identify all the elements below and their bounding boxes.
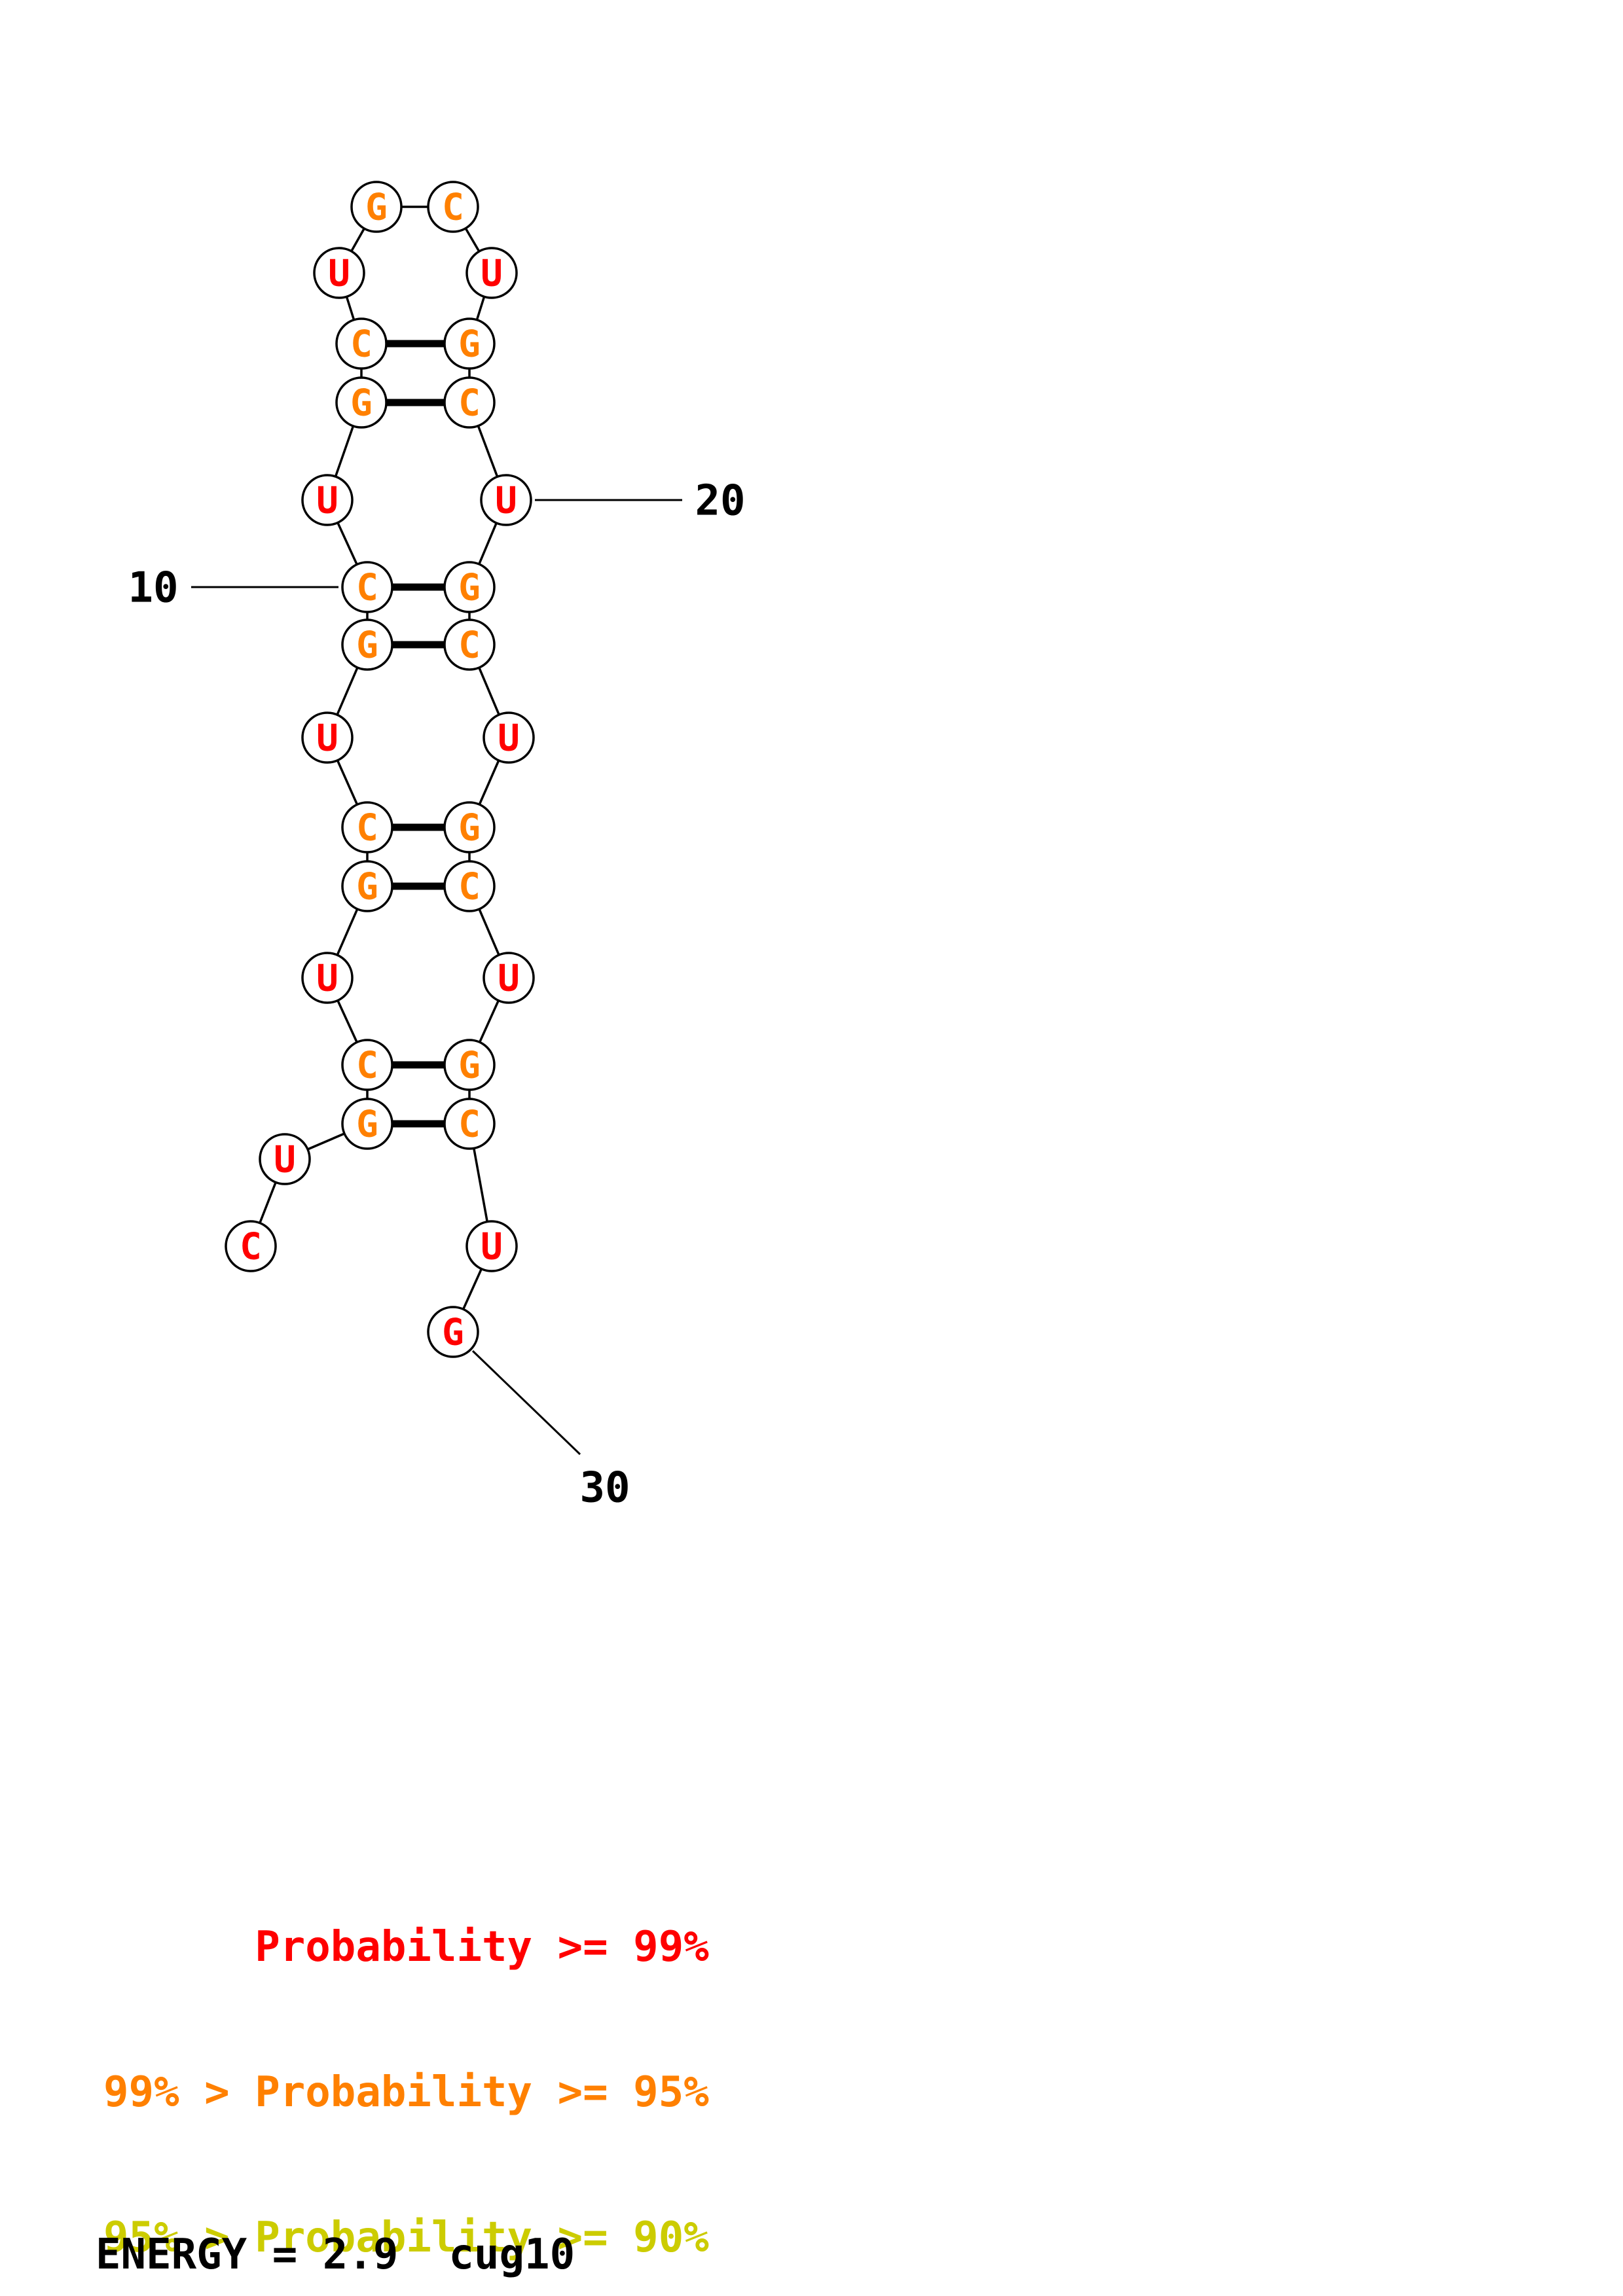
energy-text: ENERGY = 2.9 cug10: [96, 2231, 575, 2279]
nucleotide-circle: [465, 247, 518, 299]
nucleotide-circle: [465, 1220, 518, 1272]
nucleotide-circle: [335, 376, 388, 429]
nucleotide-circle: [341, 1098, 393, 1150]
nucleotide-letter: C: [240, 1226, 262, 1268]
nucleotide-circle: [443, 860, 496, 912]
nucleotide-circle: [225, 1220, 277, 1272]
nucleotide-letter: G: [350, 382, 373, 425]
nucleotide-letter: G: [356, 624, 378, 667]
nucleotide-letter: U: [498, 958, 520, 1000]
nucleotide-circle: [313, 247, 365, 299]
nucleotide-letter: U: [316, 717, 338, 760]
nucleotide-circle: [259, 1133, 311, 1185]
nucleotide-letter: G: [356, 1103, 378, 1146]
nucleotide-letter: C: [458, 624, 481, 667]
nucleotide-circle: [443, 376, 496, 429]
nucleotide-letter: U: [316, 480, 338, 522]
nucleotide-letter: G: [356, 866, 378, 908]
nucleotide-letter: U: [481, 253, 503, 295]
nucleotide-circle: [443, 1098, 496, 1150]
legend-item-p95: 99% > Probability >= 95%: [103, 2068, 709, 2117]
nucleotide-letter: G: [458, 323, 481, 366]
nucleotide-circle: [341, 860, 393, 912]
nucleotide-letter: U: [328, 253, 350, 295]
nucleotide-circle: [443, 619, 496, 671]
nucleotide-circle: [443, 801, 496, 853]
nucleotide-circle: [480, 474, 532, 526]
nucleotide-circle: [341, 1039, 393, 1091]
nucleotide-letter: U: [316, 958, 338, 1000]
nucleotide-circle: [443, 1039, 496, 1091]
nucleotide-letter: C: [458, 382, 481, 425]
position-label: 10: [128, 564, 178, 612]
nucleotide-letter: U: [274, 1139, 296, 1181]
nucleotide-circle: [483, 952, 535, 1004]
nucleotide-letter: G: [442, 1312, 464, 1354]
nucleotide-letter: G: [458, 807, 481, 850]
nucleotide-letter: U: [481, 1226, 503, 1268]
nucleotide-letter: C: [458, 866, 481, 908]
nucleotide-circle: [483, 711, 535, 764]
nucleotide-letter: U: [498, 717, 520, 760]
probability-legend: Probability >= 99% 99% > Probability >= …: [103, 1826, 709, 2296]
nucleotide-letter: C: [356, 1045, 378, 1087]
nucleotide-circle: [335, 317, 388, 370]
legend-item-p99: Probability >= 99%: [103, 1923, 709, 1971]
nucleotide-letter: C: [356, 807, 378, 850]
nucleotide-letter: U: [495, 480, 517, 522]
nucleotide-circle: [301, 952, 354, 1004]
nucleotide-letter: C: [350, 323, 373, 366]
nucleotide-letter: C: [356, 567, 378, 609]
position-label-line: [471, 1350, 581, 1456]
nucleotide-circle: [341, 561, 393, 613]
position-label: 30: [579, 1463, 630, 1512]
position-label: 20: [695, 476, 745, 525]
nucleotide-letter: G: [365, 187, 388, 229]
nucleotide-circle: [301, 474, 354, 526]
nucleotide-letter: C: [458, 1103, 481, 1146]
nucleotide-circle: [341, 619, 393, 671]
legend-item-p90: 95% > Probability >= 90%: [103, 2214, 709, 2262]
nucleotide-circle: [443, 317, 496, 370]
nucleotide-letter: G: [458, 1045, 481, 1087]
nucleotide-circle: [427, 181, 479, 233]
nucleotide-circle: [341, 801, 393, 853]
nucleotide-letter: C: [442, 187, 464, 229]
nucleotide-circle: [350, 181, 403, 233]
nucleotide-circle: [301, 711, 354, 764]
nucleotide-circle: [443, 561, 496, 613]
nucleotide-letter: G: [458, 567, 481, 609]
nucleotide-circle: [427, 1306, 479, 1358]
